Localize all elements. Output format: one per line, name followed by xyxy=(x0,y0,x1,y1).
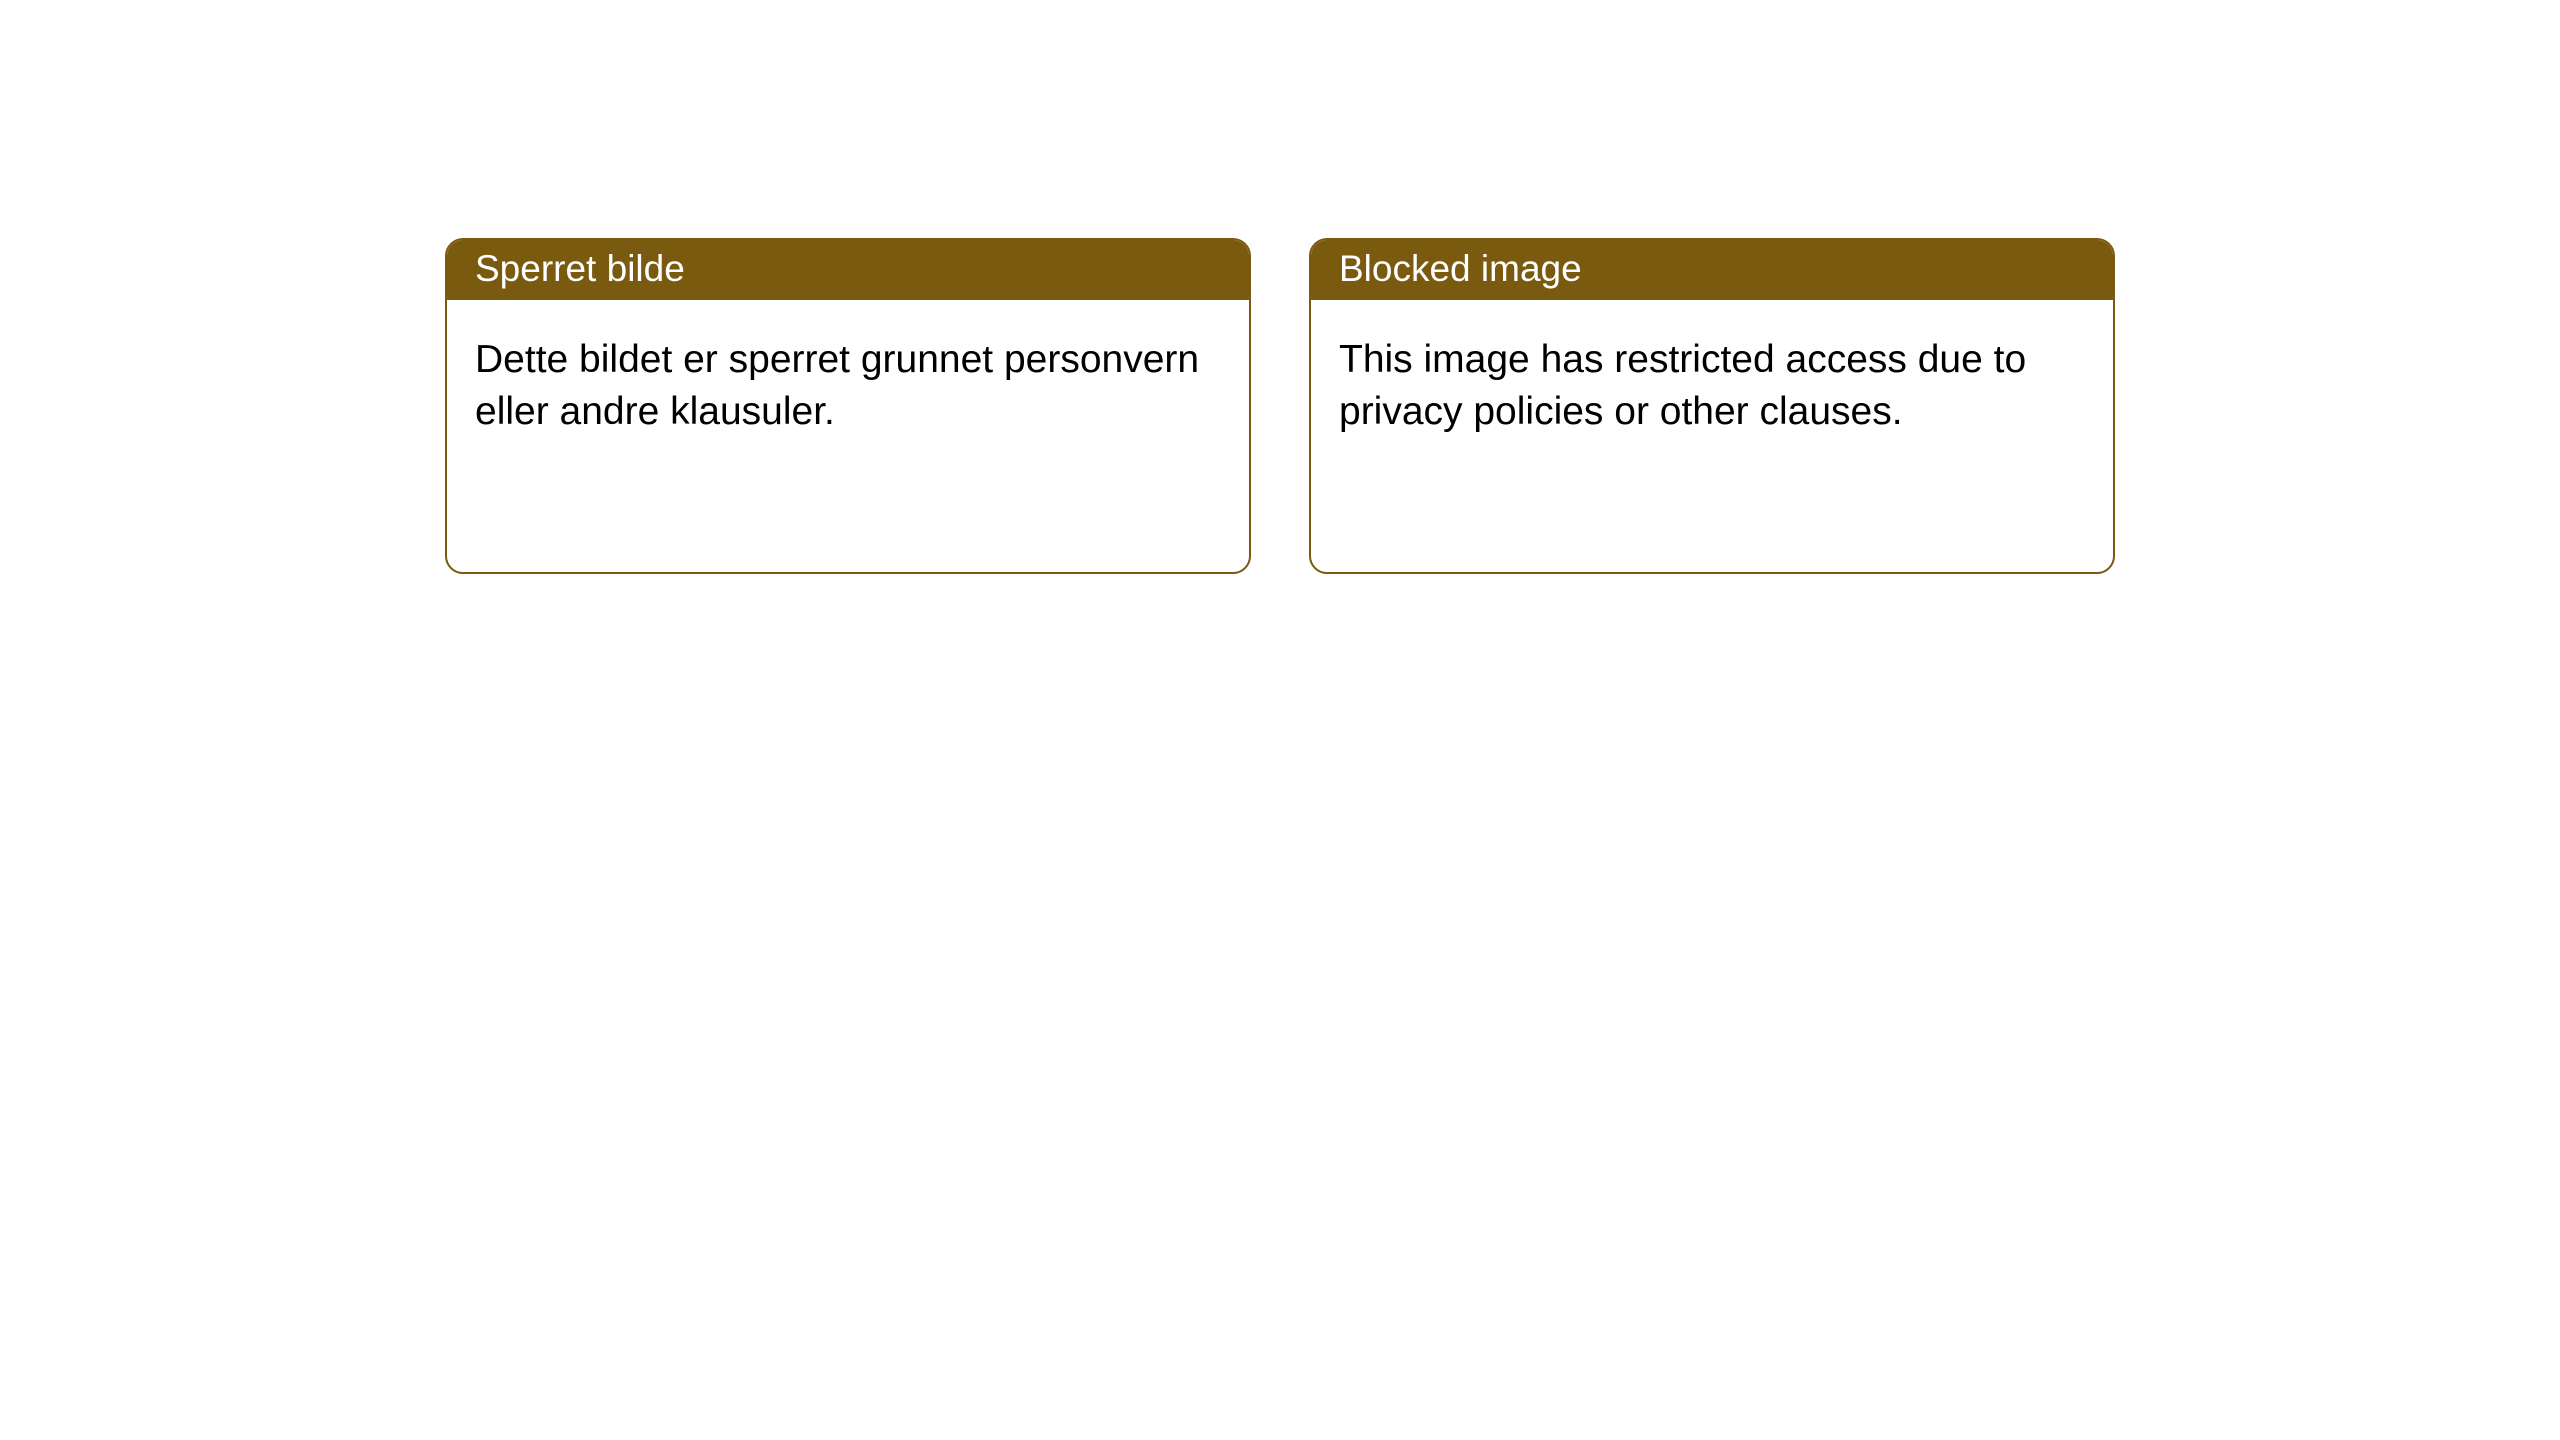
box-body-norwegian: Dette bildet er sperret grunnet personve… xyxy=(447,300,1249,472)
message-container: Sperret bilde Dette bildet er sperret gr… xyxy=(445,238,2560,574)
box-body-text-norwegian: Dette bildet er sperret grunnet personve… xyxy=(475,338,1199,433)
box-title-norwegian: Sperret bilde xyxy=(475,248,685,289)
box-header-english: Blocked image xyxy=(1311,240,2113,300)
blocked-image-box-norwegian: Sperret bilde Dette bildet er sperret gr… xyxy=(445,238,1251,574)
box-header-norwegian: Sperret bilde xyxy=(447,240,1249,300)
box-title-english: Blocked image xyxy=(1339,248,1582,289)
box-body-text-english: This image has restricted access due to … xyxy=(1339,338,2026,433)
box-body-english: This image has restricted access due to … xyxy=(1311,300,2113,472)
blocked-image-box-english: Blocked image This image has restricted … xyxy=(1309,238,2115,574)
